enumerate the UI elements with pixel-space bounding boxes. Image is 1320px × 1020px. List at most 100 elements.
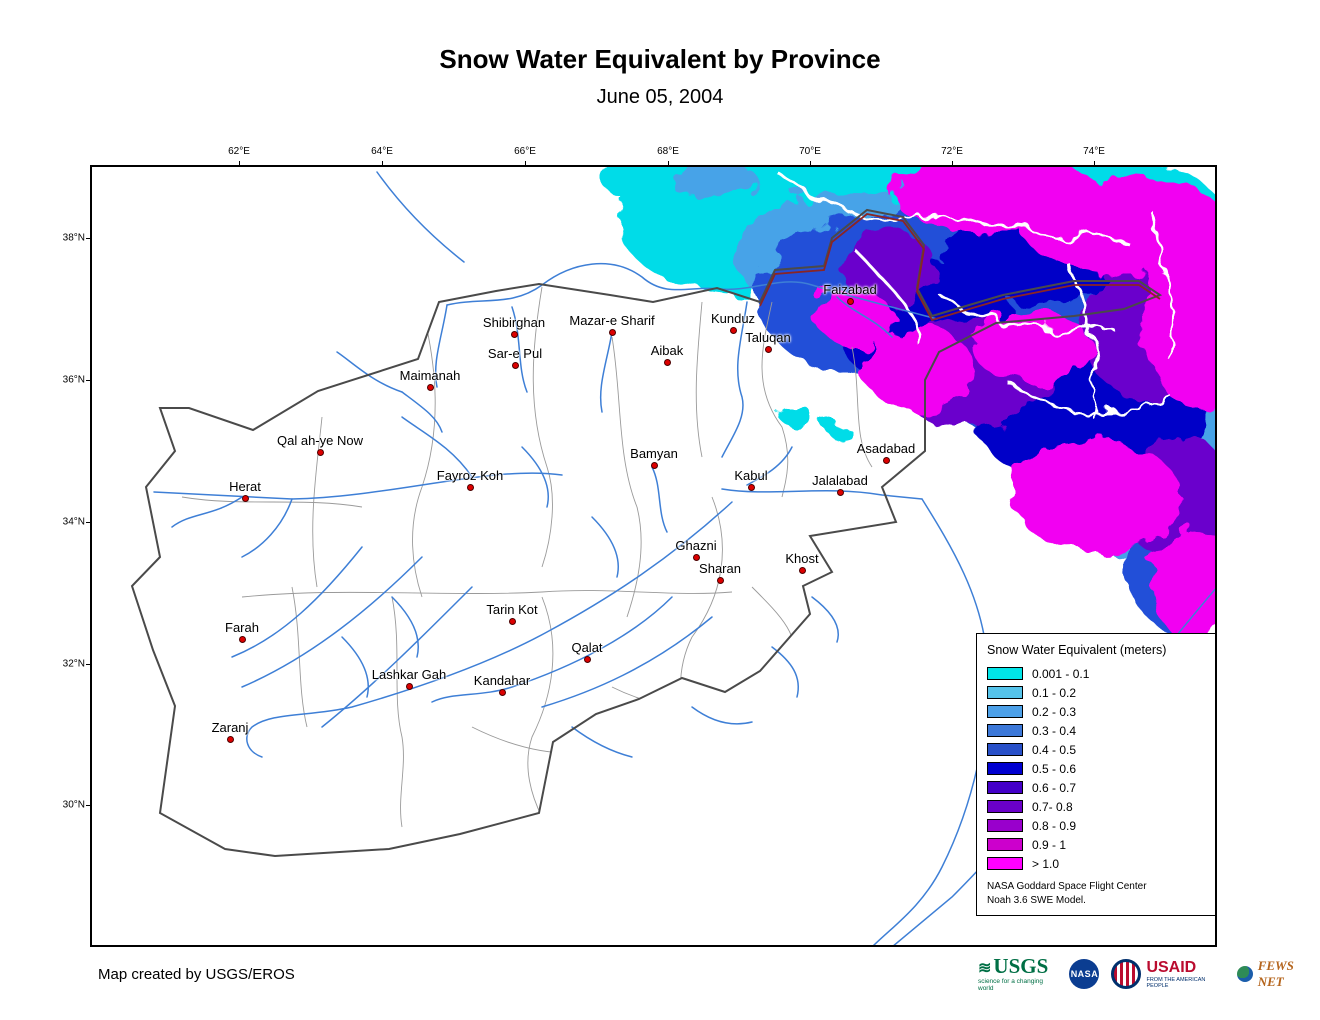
- legend-entry: 0.5 - 0.6: [987, 759, 1205, 778]
- lon-tick-label: 70°E: [799, 146, 821, 157]
- city-label: Maimanah: [399, 368, 461, 383]
- usgs-logo-text: USGS: [993, 954, 1049, 978]
- city-label: Jalalabad: [812, 473, 868, 488]
- snow-cover-layer: [602, 167, 1215, 642]
- legend-entry: 0.1 - 0.2: [987, 683, 1205, 702]
- city-marker-icon: [512, 362, 519, 369]
- lat-tick-label: 34°N: [62, 516, 85, 528]
- city-marker-icon: [664, 359, 671, 366]
- city-marker-icon: [799, 567, 806, 574]
- legend-color-swatch: [987, 743, 1023, 756]
- snow-valley-veins: [781, 175, 1173, 418]
- city-marker-icon: [317, 449, 324, 456]
- city-marker-icon: [427, 384, 434, 391]
- city-label: Zaranj: [211, 720, 249, 735]
- city-label: Kabul: [734, 468, 768, 483]
- legend-color-swatch: [987, 667, 1023, 680]
- city-label: Fayroz Koh: [436, 468, 504, 483]
- lat-tick-mark: [86, 805, 92, 806]
- fewsnet-logo: FEWS NET: [1236, 958, 1320, 990]
- legend-entry: 0.3 - 0.4: [987, 721, 1205, 740]
- afghanistan-map-svg: [130, 167, 1215, 945]
- legend-note: NASA Goddard Space Flight Center Noah 3.…: [987, 880, 1205, 907]
- city-label: Lashkar Gah: [371, 667, 447, 682]
- legend-entry-label: 0.001 - 0.1: [1032, 666, 1090, 681]
- lon-tick-mark: [952, 161, 953, 167]
- usgs-tagline: science for a changing world: [978, 978, 1044, 992]
- lat-tick-mark: [86, 664, 92, 665]
- city-marker-icon: [467, 484, 474, 491]
- city-label: Kandahar: [473, 673, 531, 688]
- lon-tick-mark: [1094, 161, 1095, 167]
- lon-tick-mark: [668, 161, 669, 167]
- logos-row: ≋USGS science for a changing world NASA …: [978, 956, 1320, 992]
- city-label: Mazar-e Sharif: [569, 313, 655, 328]
- lat-tick-label: 38°N: [62, 232, 85, 244]
- city-label: Qal ah-ye Now: [277, 433, 363, 448]
- city-marker-icon: [717, 577, 724, 584]
- legend-entry-label: 0.4 - 0.5: [1032, 742, 1077, 757]
- lon-tick-mark: [239, 161, 240, 167]
- legend-entry-label: 0.5 - 0.6: [1032, 761, 1077, 776]
- lat-tick-label: 30°N: [62, 799, 85, 811]
- city-label: Farah: [225, 620, 259, 635]
- legend-color-swatch: [987, 800, 1023, 813]
- map-frame: Faizabad Shibirghan Mazar-e Sharif Kunduz Ta…: [63, 146, 1217, 947]
- city-marker-icon: [511, 331, 518, 338]
- city-marker-icon: [239, 636, 246, 643]
- city-marker-icon: [242, 495, 249, 502]
- city-marker-icon: [748, 484, 755, 491]
- legend: Snow Water Equivalent (meters) 0.001 - 0…: [976, 633, 1216, 916]
- city-marker-icon: [584, 656, 591, 663]
- fewsnet-logo-text: FEWS NET: [1257, 958, 1294, 989]
- city-label: Herat: [229, 479, 261, 494]
- lon-tick-mark: [810, 161, 811, 167]
- legend-title: Snow Water Equivalent (meters): [987, 643, 1167, 657]
- nasa-logo: NASA: [1069, 959, 1100, 989]
- lat-tick-label: 32°N: [62, 658, 85, 670]
- legend-entry: 0.2 - 0.3: [987, 702, 1205, 721]
- city-marker-icon: [651, 462, 658, 469]
- map-credit: Map created by USGS/EROS: [98, 966, 295, 983]
- legend-color-swatch: [987, 705, 1023, 718]
- legend-color-swatch: [987, 857, 1023, 870]
- lon-tick-label: 74°E: [1083, 146, 1105, 157]
- legend-entry-label: 0.2 - 0.3: [1032, 704, 1077, 719]
- lon-tick-mark: [525, 161, 526, 167]
- city-label: Asadabad: [856, 441, 916, 456]
- legend-entry: > 1.0: [987, 854, 1205, 873]
- city-marker-icon: [730, 327, 737, 334]
- city-marker-icon: [509, 618, 516, 625]
- city-label: Faizabad: [823, 282, 877, 297]
- city-label: Aibak: [650, 343, 684, 358]
- legend-color-swatch: [987, 838, 1023, 851]
- country-border: [130, 208, 1163, 858]
- city-marker-icon: [847, 298, 854, 305]
- legend-entry-label: 0.3 - 0.4: [1032, 723, 1077, 738]
- wakhan-border-highlight: [759, 213, 1161, 322]
- legend-color-swatch: [987, 724, 1023, 737]
- usgs-wave-icon: ≋: [978, 960, 992, 977]
- usaid-tagline: FROM THE AMERICAN PEOPLE: [1146, 976, 1206, 989]
- city-label: Bamyan: [630, 446, 678, 461]
- page-subtitle: June 05, 2004: [596, 86, 724, 108]
- lat-tick-mark: [86, 380, 92, 381]
- legend-entries: 0.001 - 0.1 0.1 - 0.2 0.2 - 0.3 0.3 - 0.4 0.…: [987, 664, 1205, 873]
- city-label: Tarin Kot: [486, 602, 538, 617]
- legend-entry: 0.6 - 0.7: [987, 778, 1205, 797]
- legend-entry-label: 0.1 - 0.2: [1032, 685, 1077, 700]
- city-label: Shibirghan: [482, 315, 546, 330]
- legend-entry: 0.7- 0.8: [987, 797, 1205, 816]
- lon-tick-label: 66°E: [514, 146, 536, 157]
- legend-entry-label: 0.8 - 0.9: [1032, 818, 1077, 833]
- city-label: Kunduz: [710, 311, 756, 326]
- city-label: Qalat: [571, 640, 603, 655]
- usaid-seal-icon: [1111, 959, 1142, 989]
- city-marker-icon: [837, 489, 844, 496]
- city-marker-icon: [406, 683, 413, 690]
- nasa-meatball-icon: NASA: [1069, 959, 1100, 989]
- legend-entry-label: 0.9 - 1: [1032, 837, 1067, 852]
- legend-entry: 0.8 - 0.9: [987, 816, 1205, 835]
- fewsnet-globe-icon: [1236, 966, 1253, 982]
- lat-tick-mark: [86, 238, 92, 239]
